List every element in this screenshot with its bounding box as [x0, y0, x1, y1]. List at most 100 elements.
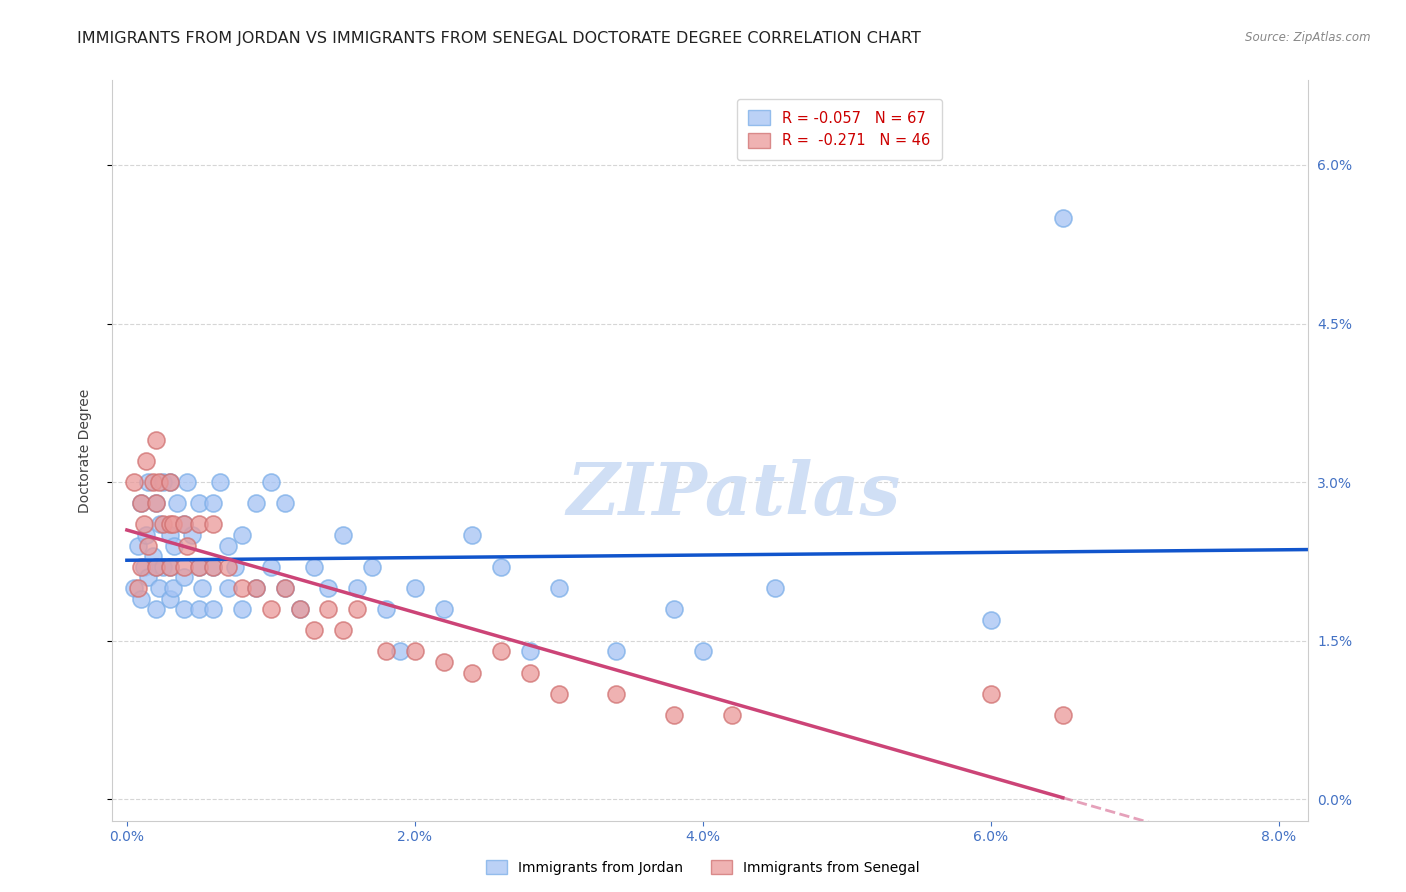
Point: [605, 687, 627, 701]
Point: [187, 559, 209, 574]
Point: [162, 517, 184, 532]
Point: [129, 591, 152, 606]
Point: [187, 602, 209, 616]
Point: [318, 602, 340, 616]
Point: [145, 602, 167, 616]
Point: [162, 581, 184, 595]
Point: [152, 517, 174, 532]
Point: [231, 581, 253, 595]
Point: [217, 581, 239, 595]
Point: [288, 602, 311, 616]
Point: [129, 559, 152, 574]
Point: [159, 517, 181, 532]
Point: [332, 528, 354, 542]
Point: [547, 581, 569, 595]
Point: [202, 602, 225, 616]
Point: [720, 707, 742, 722]
Point: [491, 644, 513, 658]
Point: [149, 517, 172, 532]
Legend: R = -0.057   N = 67, R =  -0.271   N = 46: R = -0.057 N = 67, R = -0.271 N = 46: [737, 99, 942, 160]
Point: [980, 613, 1002, 627]
Point: [187, 517, 209, 532]
Point: [159, 475, 181, 490]
Point: [404, 644, 426, 658]
Point: [1052, 211, 1074, 225]
Point: [245, 581, 267, 595]
Point: [1052, 707, 1074, 722]
Point: [605, 644, 627, 658]
Point: [145, 496, 167, 510]
Point: [145, 496, 167, 510]
Point: [202, 496, 225, 510]
Point: [135, 528, 157, 542]
Point: [173, 570, 195, 584]
Point: [176, 475, 198, 490]
Point: [519, 665, 541, 680]
Point: [142, 549, 165, 564]
Point: [187, 496, 209, 510]
Point: [152, 475, 174, 490]
Point: [134, 559, 156, 574]
Point: [163, 539, 186, 553]
Point: [173, 517, 195, 532]
Point: [159, 475, 181, 490]
Point: [763, 581, 786, 595]
Point: [389, 644, 412, 658]
Point: [138, 475, 160, 490]
Y-axis label: Doctorate Degree: Doctorate Degree: [77, 388, 91, 513]
Point: [433, 602, 456, 616]
Point: [231, 528, 253, 542]
Point: [159, 528, 181, 542]
Point: [332, 624, 354, 638]
Point: [173, 602, 195, 616]
Point: [404, 581, 426, 595]
Point: [148, 475, 170, 490]
Point: [260, 602, 283, 616]
Point: [217, 539, 239, 553]
Point: [202, 559, 225, 574]
Text: ZIPatlas: ZIPatlas: [567, 459, 901, 531]
Point: [302, 624, 325, 638]
Point: [142, 475, 165, 490]
Point: [491, 559, 513, 574]
Point: [461, 528, 484, 542]
Point: [127, 539, 149, 553]
Text: IMMIGRANTS FROM JORDAN VS IMMIGRANTS FROM SENEGAL DOCTORATE DEGREE CORRELATION C: IMMIGRANTS FROM JORDAN VS IMMIGRANTS FRO…: [77, 31, 921, 46]
Point: [274, 581, 297, 595]
Point: [360, 559, 382, 574]
Point: [302, 559, 325, 574]
Point: [135, 454, 157, 468]
Point: [129, 496, 152, 510]
Point: [190, 581, 212, 595]
Point: [260, 559, 283, 574]
Legend: Immigrants from Jordan, Immigrants from Senegal: Immigrants from Jordan, Immigrants from …: [481, 855, 925, 880]
Point: [231, 602, 253, 616]
Point: [159, 559, 181, 574]
Point: [202, 559, 225, 574]
Point: [224, 559, 246, 574]
Point: [662, 707, 685, 722]
Point: [122, 475, 145, 490]
Point: [138, 570, 160, 584]
Point: [202, 517, 225, 532]
Text: Source: ZipAtlas.com: Source: ZipAtlas.com: [1246, 31, 1371, 45]
Point: [152, 559, 174, 574]
Point: [166, 496, 188, 510]
Point: [134, 517, 156, 532]
Point: [145, 559, 167, 574]
Point: [692, 644, 714, 658]
Point: [159, 559, 181, 574]
Point: [318, 581, 340, 595]
Point: [129, 496, 152, 510]
Point: [547, 687, 569, 701]
Point: [209, 475, 232, 490]
Point: [662, 602, 685, 616]
Point: [245, 581, 267, 595]
Point: [145, 559, 167, 574]
Point: [274, 496, 297, 510]
Point: [274, 581, 297, 595]
Point: [346, 602, 368, 616]
Point: [173, 517, 195, 532]
Point: [180, 528, 202, 542]
Point: [346, 581, 368, 595]
